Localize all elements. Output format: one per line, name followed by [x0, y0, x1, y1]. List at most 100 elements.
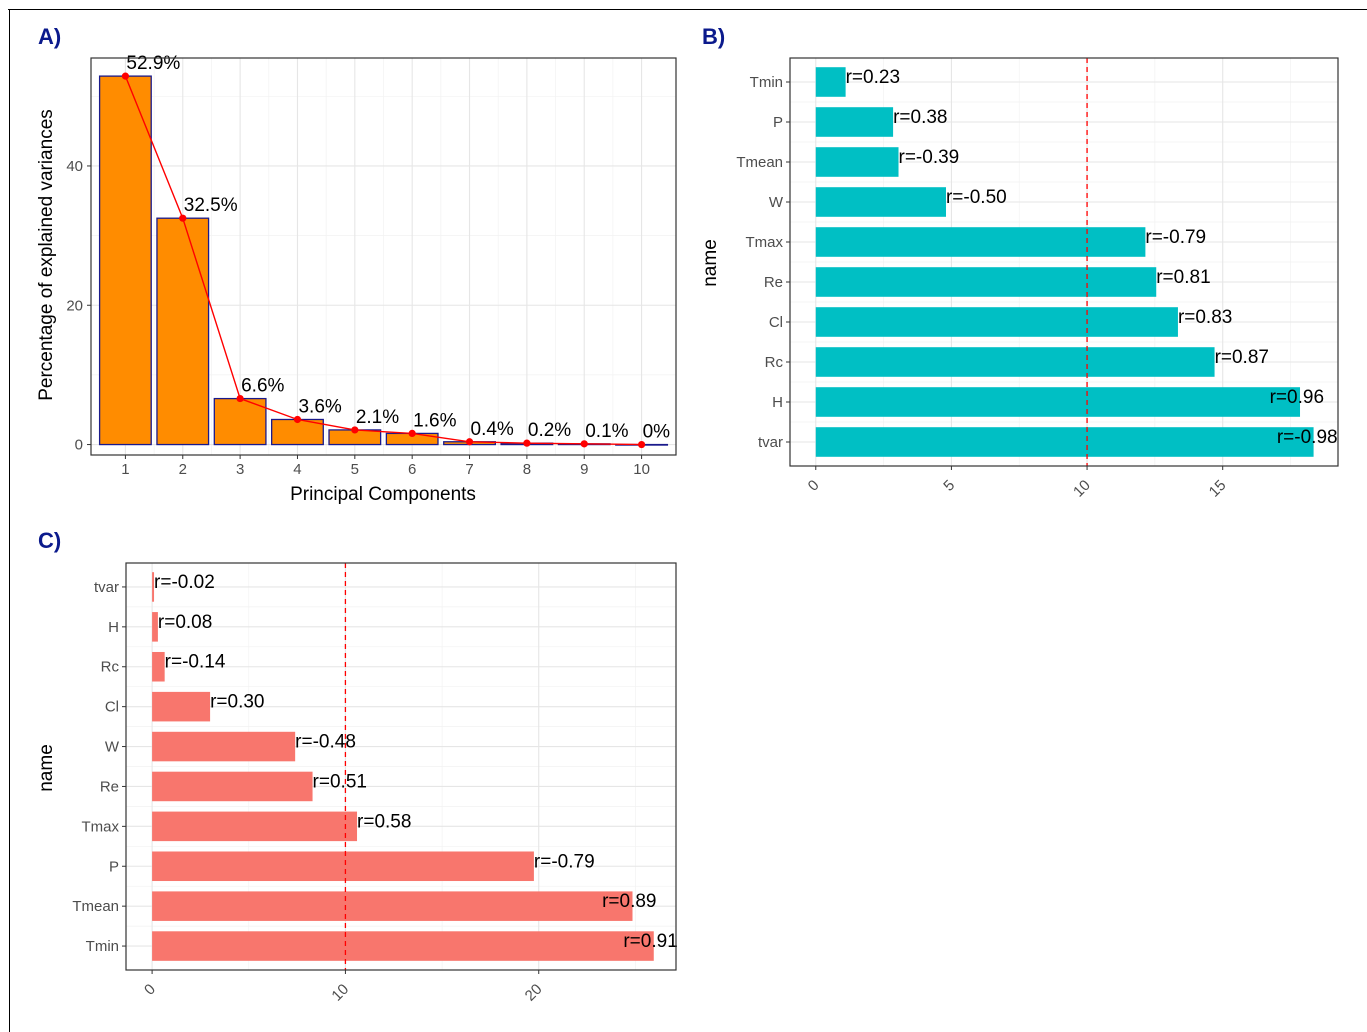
y-tick-label: Re	[764, 274, 783, 291]
y-tick-label: Rc	[765, 354, 784, 371]
panel-b-bar	[815, 107, 894, 137]
scree-point	[465, 438, 474, 446]
panel-b-border	[789, 57, 1339, 467]
scree-point	[637, 440, 646, 449]
y-tick-label: Tmax	[746, 234, 784, 251]
panel-c-bar	[152, 572, 155, 602]
panel-a-x-axis-title: Principal Components	[290, 484, 476, 505]
scree-point	[293, 415, 302, 424]
panel-c-data-label: r=0.30	[210, 692, 264, 713]
panel-c-border	[125, 562, 677, 971]
panel-a-border	[90, 57, 677, 456]
y-tick-label: P	[109, 858, 119, 875]
y-tick-label: W	[105, 739, 120, 756]
panel-b-bar	[815, 147, 899, 177]
scree-data-label: 6.6%	[241, 376, 284, 397]
x-tick-label: 10	[633, 461, 650, 478]
y-tick-label: Tmean	[736, 154, 783, 171]
panel-b-data-label: r=-0.50	[946, 187, 1007, 208]
scree-point	[523, 439, 531, 447]
y-tick-label: Tmean	[72, 898, 119, 915]
y-tick-label: Cl	[105, 699, 119, 716]
panel-b-data-label: r=-0.98	[1277, 427, 1338, 448]
y-tick-label: Rc	[101, 659, 120, 676]
panel-c-data-label: r=0.91	[623, 931, 677, 952]
panel-c-bar	[152, 731, 296, 762]
panel-c-y-axis-title: name	[36, 744, 57, 792]
panel-c-data-label: r=0.89	[602, 891, 656, 912]
panel-c-bar-chart: r=-0.02 r=0.08 r=-0.14 r=0.30 r=-0.48 r=0.51 r…	[72, 562, 678, 1005]
x-tick-label: 5	[940, 477, 958, 495]
x-tick-label: 10	[328, 981, 352, 1005]
scree-data-label: 2.1%	[356, 407, 399, 428]
panel-c-bar	[152, 691, 211, 722]
x-tick-label: 8	[523, 461, 531, 478]
y-tick-label: Tmin	[86, 938, 119, 955]
scree-data-label: 3.6%	[298, 396, 341, 417]
scree-data-label: 52.9%	[126, 53, 180, 74]
scree-line	[124, 75, 642, 446]
panel-c-data-label: r=-0.79	[534, 851, 595, 872]
panel-b-data-label: r=0.87	[1215, 347, 1269, 368]
panel-b-bar	[815, 307, 1178, 337]
y-tick-label: tvar	[758, 434, 783, 451]
y-tick-label: Cl	[769, 314, 783, 331]
scree-point	[408, 429, 416, 438]
panel-b-y-axis-title: name	[700, 239, 721, 287]
scree-bar	[213, 397, 267, 446]
scree-bar	[271, 418, 324, 446]
panel-c-bar	[152, 612, 158, 642]
x-tick-label: 6	[408, 461, 416, 478]
y-tick-label: H	[772, 394, 783, 411]
panel-c-data-label: r=0.58	[357, 811, 411, 832]
x-tick-label: 4	[293, 461, 301, 478]
x-tick-label: 0	[805, 477, 823, 495]
panel-b-data-label: r=0.83	[1178, 307, 1232, 328]
panel-c-data-label: r=-0.02	[154, 572, 215, 593]
panel-c-data-label: r=-0.14	[165, 652, 226, 673]
panel-b-bar	[815, 67, 846, 97]
panel-a-letter: A)	[38, 24, 61, 49]
x-tick-label: 3	[236, 461, 244, 478]
y-tick-label: Re	[100, 778, 119, 795]
scree-point	[580, 440, 588, 448]
panel-c-data-label: r=0.51	[313, 771, 367, 792]
panel-b-data-label: r=0.96	[1270, 387, 1324, 408]
y-tick-label: Tmax	[82, 818, 120, 835]
panel-b-data-label: r=0.38	[893, 107, 947, 128]
panel-b-bar-chart: r=0.23 r=0.38 r=-0.39 r=-0.50 r=-0.79 r=0.81 r…	[736, 57, 1339, 501]
y-tick-label: W	[769, 194, 784, 211]
panel-b-data-label: r=-0.79	[1145, 227, 1206, 248]
scree-data-label: 0%	[643, 422, 671, 443]
panel-b-bar	[815, 227, 1146, 257]
panel-b-data-label: r=0.23	[846, 67, 900, 88]
scree-point	[351, 426, 359, 434]
panel-c-data-label: r=0.08	[158, 612, 212, 633]
panel-b-bar	[815, 347, 1215, 377]
x-tick-label: 5	[351, 461, 359, 478]
panel-c-bar	[152, 811, 358, 842]
scree-data-label: 0.2%	[528, 420, 571, 441]
panel-b-bar	[815, 427, 1314, 457]
y-tick-label: 0	[75, 437, 83, 454]
panel-b-bar	[815, 267, 1157, 297]
panel-c-bar	[152, 651, 165, 682]
x-tick-label: 2	[179, 461, 187, 478]
scree-bar	[98, 75, 152, 446]
x-tick-label: 15	[1206, 477, 1230, 501]
panel-b-data-label: r=-0.39	[899, 147, 960, 168]
scree-point	[121, 72, 130, 80]
y-tick-label: P	[773, 114, 783, 131]
panel-c-bar	[152, 931, 654, 961]
panel-a-y-axis-title: Percentage of explained variances	[36, 109, 57, 401]
x-tick-label: 7	[465, 461, 473, 478]
scree-data-label: 32.5%	[184, 195, 238, 216]
x-tick-label: 10	[1070, 477, 1094, 501]
scree-point	[179, 214, 187, 222]
y-tick-label: 40	[66, 158, 83, 175]
panel-c-bar	[152, 771, 313, 802]
scree-point	[236, 394, 244, 403]
x-tick-label: 9	[580, 461, 588, 478]
panel-c-data-label: r=-0.48	[295, 732, 356, 753]
